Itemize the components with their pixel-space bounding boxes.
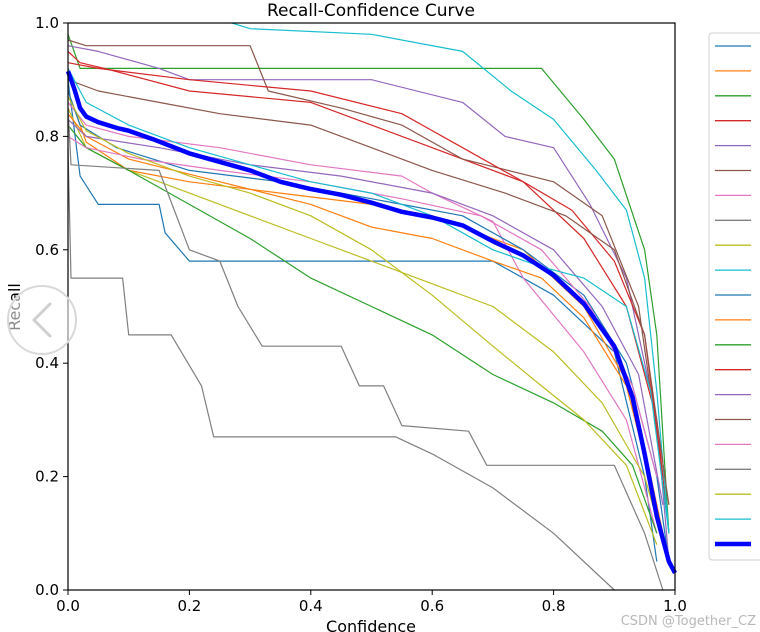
y-tick-label: 0.2 [35,468,59,486]
x-axis-ticks: 0.0 0.2 0.4 0.6 0.8 1.0 [56,590,687,615]
x-tick-label: 0.6 [420,597,444,615]
curve-class-6 [67,102,658,534]
x-axis-title: Confidence [326,617,416,632]
y-tick-label: 0.0 [35,581,59,599]
curve-class-19 [67,68,670,534]
curve-class-17 [67,108,664,591]
curve-class-13 [67,62,664,477]
legend-frame [708,32,760,561]
nav-back-button[interactable] [7,285,77,355]
curve-class-2 [67,34,670,534]
curve-all-classes [65,70,677,575]
y-axis-ticks: 0.0 0.2 0.4 0.6 0.8 1.0 [35,14,68,599]
legend [708,32,760,561]
curve-class-14 [67,118,664,506]
y-tick-label: 0.4 [35,354,59,372]
legend-entries [715,45,751,547]
curve-class-18 [67,96,658,545]
curve-class-1 [67,90,664,534]
curve-class-12 [67,124,658,534]
watermark: CSDN @Together_CZ [621,614,756,629]
curve-class-15 [67,79,670,505]
x-tick-label: 0.2 [177,597,201,615]
curve-class-9 [231,22,670,534]
chart-title: Recall-Confidence Curve [267,1,475,21]
curve-class-3 [67,50,670,534]
curve-class-7 [67,147,615,591]
x-tick-label: 0.8 [542,597,566,615]
curve-class-4 [67,45,670,562]
y-tick-label: 0.6 [35,241,59,259]
y-tick-label: 0.8 [35,127,59,145]
curves-group [65,22,677,591]
curve-class-16 [67,135,658,477]
x-tick-label: 1.0 [663,597,687,615]
y-tick-label: 1.0 [35,14,59,32]
x-tick-label: 0.0 [56,597,80,615]
x-tick-label: 0.4 [299,597,323,615]
nav-back-circle[interactable] [7,285,77,355]
chevron-left-icon [32,302,52,338]
curve-class-5 [67,39,664,477]
curve-class-0 [67,79,658,562]
